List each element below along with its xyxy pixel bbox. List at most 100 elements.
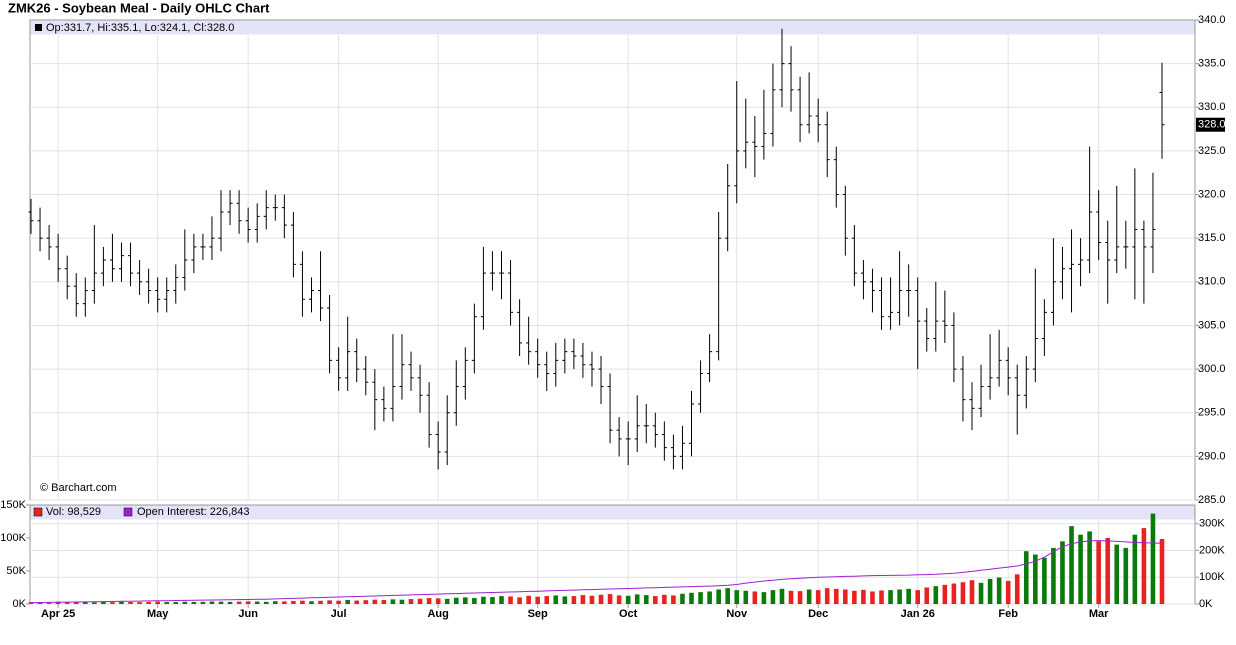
volume-bar bbox=[1051, 547, 1056, 604]
volume-bar bbox=[381, 600, 387, 604]
y2-tick-label: 100K bbox=[1199, 571, 1225, 583]
volume-bar bbox=[245, 601, 251, 604]
y-tick-label: 320.0 bbox=[1198, 188, 1226, 200]
volume-bar bbox=[110, 602, 115, 604]
chart-title: ZMK26 - Soybean Meal - Daily OHLC Chart bbox=[8, 0, 270, 15]
volume-bar bbox=[490, 597, 495, 604]
x-tick-label: Dec bbox=[808, 608, 828, 620]
volume-bar bbox=[978, 582, 984, 604]
volume-bar bbox=[571, 596, 577, 604]
volume-bar bbox=[1159, 538, 1165, 604]
volume-bar bbox=[598, 594, 604, 604]
volume-bar bbox=[752, 591, 758, 604]
volume-bar bbox=[815, 590, 821, 604]
volume-bar bbox=[607, 594, 613, 604]
volume-bar bbox=[300, 600, 305, 604]
volume-bar bbox=[589, 595, 595, 604]
volume-bar bbox=[46, 602, 52, 604]
y2-tick-label: 200K bbox=[1199, 544, 1225, 556]
x-tick-label: May bbox=[147, 608, 169, 620]
volume-bar bbox=[37, 602, 43, 604]
oi-legend: Open Interest: 226,843 bbox=[137, 506, 250, 518]
volume-bar bbox=[707, 591, 712, 604]
volume-bar bbox=[444, 598, 450, 604]
volume-bar bbox=[200, 601, 206, 604]
volume-bar bbox=[463, 597, 468, 604]
volume-legend: Vol: 98,529 bbox=[46, 506, 101, 518]
x-tick-label: Jan 26 bbox=[901, 608, 935, 620]
grid bbox=[30, 35, 1195, 605]
volume-bar bbox=[616, 595, 622, 604]
volume-bar bbox=[969, 580, 975, 604]
volume-bar bbox=[227, 601, 233, 604]
x-tick-label: Apr 25 bbox=[41, 608, 75, 620]
ohlc-legend-swatch bbox=[35, 24, 42, 31]
volume-bar bbox=[870, 591, 875, 604]
volume-bar bbox=[472, 598, 477, 604]
volume-bar bbox=[164, 602, 170, 604]
volume-bar bbox=[28, 602, 34, 604]
volume-bar bbox=[553, 595, 559, 604]
volume-bar bbox=[662, 594, 667, 604]
volume-bar bbox=[1042, 557, 1047, 604]
volume-bar bbox=[209, 601, 215, 604]
volume-bar bbox=[92, 602, 97, 604]
volume-bar bbox=[218, 601, 224, 604]
volume-bar bbox=[191, 601, 197, 604]
x-tick-label: Nov bbox=[726, 608, 748, 620]
volume-bar bbox=[336, 600, 341, 604]
volume-bar bbox=[788, 590, 794, 604]
volume-bar bbox=[173, 602, 179, 604]
volume-bar bbox=[1132, 534, 1138, 604]
volume-header bbox=[30, 505, 1195, 520]
volume-bar bbox=[698, 592, 703, 604]
last-price-label: 328.0 bbox=[1198, 119, 1226, 131]
x-tick-label: Jun bbox=[238, 608, 258, 620]
volume-tick-label: 0K bbox=[13, 598, 27, 610]
volume-bar bbox=[634, 594, 640, 604]
volume-bar bbox=[544, 596, 550, 604]
y-tick-label: 305.0 bbox=[1198, 319, 1226, 331]
volume-bar bbox=[426, 598, 432, 604]
volume-bar bbox=[272, 601, 278, 604]
volume-bar bbox=[119, 601, 124, 604]
volume-bar bbox=[779, 588, 785, 604]
volume-bar bbox=[1114, 544, 1120, 604]
volume-bar bbox=[942, 584, 948, 604]
volume-bar bbox=[716, 589, 721, 604]
volume-bar bbox=[535, 596, 540, 604]
y-tick-label: 325.0 bbox=[1198, 145, 1226, 157]
volume-bar bbox=[580, 595, 586, 604]
volume-bar bbox=[1150, 513, 1156, 604]
y-tick-label: 300.0 bbox=[1198, 363, 1226, 375]
volume-bar bbox=[55, 601, 61, 604]
volume-tick-label: 150K bbox=[0, 499, 26, 511]
volume-bar bbox=[453, 597, 459, 604]
volume-bar bbox=[915, 590, 921, 604]
volume-bar bbox=[987, 578, 993, 604]
volume-bar bbox=[309, 601, 314, 604]
volume-bar bbox=[689, 592, 694, 604]
volume-bar bbox=[408, 599, 414, 604]
volume-bar bbox=[64, 602, 70, 604]
volume-bar bbox=[906, 588, 911, 604]
volume-bar bbox=[435, 598, 441, 604]
volume-bar bbox=[1005, 580, 1011, 604]
volume-bar bbox=[1060, 541, 1065, 604]
volume-bar bbox=[499, 596, 504, 604]
volume-bar bbox=[481, 596, 486, 604]
volume-bar bbox=[888, 590, 893, 604]
volume-bar bbox=[879, 590, 884, 604]
marks bbox=[28, 28, 1165, 604]
volume-bar bbox=[155, 601, 160, 604]
x-tick-label: Feb bbox=[998, 608, 1018, 620]
volume-bar bbox=[653, 596, 658, 604]
volume-bar bbox=[263, 601, 269, 604]
volume-bar bbox=[824, 588, 830, 604]
volume-bar bbox=[526, 595, 531, 604]
volume-tick-label: 50K bbox=[6, 565, 26, 577]
volume-bar bbox=[951, 583, 957, 604]
volume-bar bbox=[1141, 528, 1147, 604]
volume-bar bbox=[101, 602, 106, 604]
